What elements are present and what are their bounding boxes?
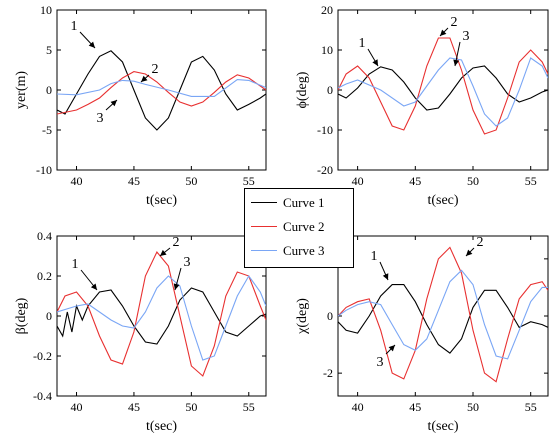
legend-item-curve-2: Curve 2 [245,217,353,237]
arrow-head [90,283,97,290]
y-axis-label: χ(deg) [295,298,310,335]
x-tick-label: 50 [467,174,479,188]
y-tick-label: 10 [321,43,333,57]
y-tick-label: -5 [42,123,52,137]
y-tick-label: 0 [327,309,333,323]
x-axis-label: t(sec) [146,419,177,434]
curve-annotation-1: 1 [72,257,79,272]
legend-swatch-curve-2 [251,226,277,227]
series-line-curve-2 [57,250,266,377]
x-tick-label: 55 [525,174,537,188]
y-tick-label: 0 [46,309,52,323]
y-tick-label: 10 [40,3,52,17]
y-tick-label: 0 [46,83,52,97]
curve-annotation-2: 2 [173,235,180,250]
x-tick-label: 55 [243,400,255,414]
y-axis-label: β(deg) [14,297,29,334]
series-line-curve-1 [338,284,548,354]
y-tick-label: 0.2 [37,269,52,283]
series-line-curve-3 [57,79,266,97]
curve-annotation-1: 1 [371,249,378,264]
legend-label-curve-2: Curve 2 [283,219,325,234]
x-tick-label: 50 [185,174,197,188]
legend-item-curve-3: Curve 3 [245,241,353,261]
legend: Curve 1 Curve 2 Curve 3 [244,188,354,268]
x-tick-label: 55 [243,174,255,188]
y-tick-label: -0.4 [33,389,52,403]
arrow-head [388,345,395,352]
curve-annotation-3: 3 [184,255,191,270]
arrow-head [173,283,180,290]
curve-annotation-3: 3 [463,29,470,44]
arrow-head [440,29,447,36]
curve-annotation-1: 1 [71,19,78,34]
x-tick-label: 40 [71,400,83,414]
y-tick-label: -10 [36,163,52,177]
series-line-curve-1 [57,287,266,345]
curve-annotation-2: 2 [477,235,484,250]
chart-panel-2: 40 45 50 55 -20 -10 0 10 20 t(sec) ϕ(deg) 1 23 [295,3,549,208]
x-tick-label: 45 [409,174,421,188]
y-tick-label: 20 [321,3,333,17]
x-tick-label: 55 [525,400,537,414]
legend-label-curve-1: Curve 1 [283,195,325,210]
series-line-curve-3 [338,269,548,360]
y-tick-label: -2 [323,366,333,380]
series-line-curve-2 [338,246,548,383]
curve-annotation-2: 2 [451,15,458,30]
legend-item-curve-1: Curve 1 [245,193,353,213]
series-line-curve-1 [57,50,266,131]
series-line-curve-3 [57,274,266,361]
legend-swatch-curve-3 [251,250,277,251]
arrow-head [110,100,117,107]
x-tick-label: 50 [185,400,197,414]
x-tick-label: 40 [71,174,83,188]
series-line-curve-1 [338,65,548,111]
y-axis-label: yer(m) [14,71,29,109]
legend-swatch-curve-1 [251,202,277,203]
y-tick-label: 5 [46,43,52,57]
plot-frame [56,235,267,397]
curve-annotation-2: 2 [152,62,159,77]
arrow-head [160,249,167,256]
x-tick-label: 50 [467,400,479,414]
series-line-curve-3 [338,57,548,127]
chart-panel-3: 40 45 50 55 -0.4 -0.2 0 0.2 0.4 t(sec) β(deg) 1 23 [14,229,267,434]
y-tick-label: -20 [317,163,333,177]
x-axis-label: t(sec) [427,193,458,208]
x-tick-label: 45 [409,400,421,414]
y-tick-label: -10 [317,123,333,137]
arrow-head [372,59,378,66]
curve-annotation-3: 3 [97,111,104,126]
x-axis-label: t(sec) [427,419,458,434]
curve-annotation-3: 3 [377,355,384,370]
curve-annotation-1: 1 [359,36,366,51]
arrow-head [88,41,95,48]
legend-label-curve-3: Curve 3 [283,243,325,258]
arrow-head [382,273,389,280]
plot-frame [56,9,267,171]
y-tick-label: 0 [327,83,333,97]
arrow-head [453,59,460,66]
chart-panel-1: 40 45 50 55 -10 -5 0 5 10 t(sec) yer(m) 1 2 3 [14,3,267,208]
x-tick-label: 40 [352,174,364,188]
y-tick-label: 0.4 [37,229,52,243]
arrow-head [141,75,148,82]
arrow-head [466,249,473,256]
series-line-curve-2 [338,37,548,135]
y-axis-label: ϕ(deg) [295,71,310,108]
x-tick-label: 40 [352,400,364,414]
x-tick-label: 45 [128,174,140,188]
series-line-curve-2 [57,71,266,115]
x-axis-label: t(sec) [146,193,177,208]
y-tick-label: -0.2 [33,349,52,363]
x-tick-label: 45 [128,400,140,414]
